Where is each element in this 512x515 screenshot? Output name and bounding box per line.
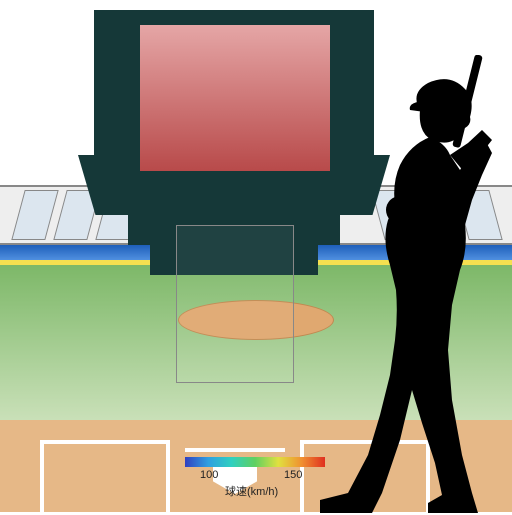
colorbar-title: 球速(km/h) (225, 483, 278, 499)
batter-box-line (40, 440, 170, 444)
strike-zone (176, 225, 294, 383)
plate-line (185, 448, 285, 452)
batter-box-line (166, 440, 170, 512)
pitch-location-diagram: 100 150 球速(km/h) (0, 0, 512, 512)
colorbar-tick: 100 (200, 469, 218, 481)
batter-silhouette (300, 55, 512, 515)
batter-box-line (40, 440, 44, 512)
